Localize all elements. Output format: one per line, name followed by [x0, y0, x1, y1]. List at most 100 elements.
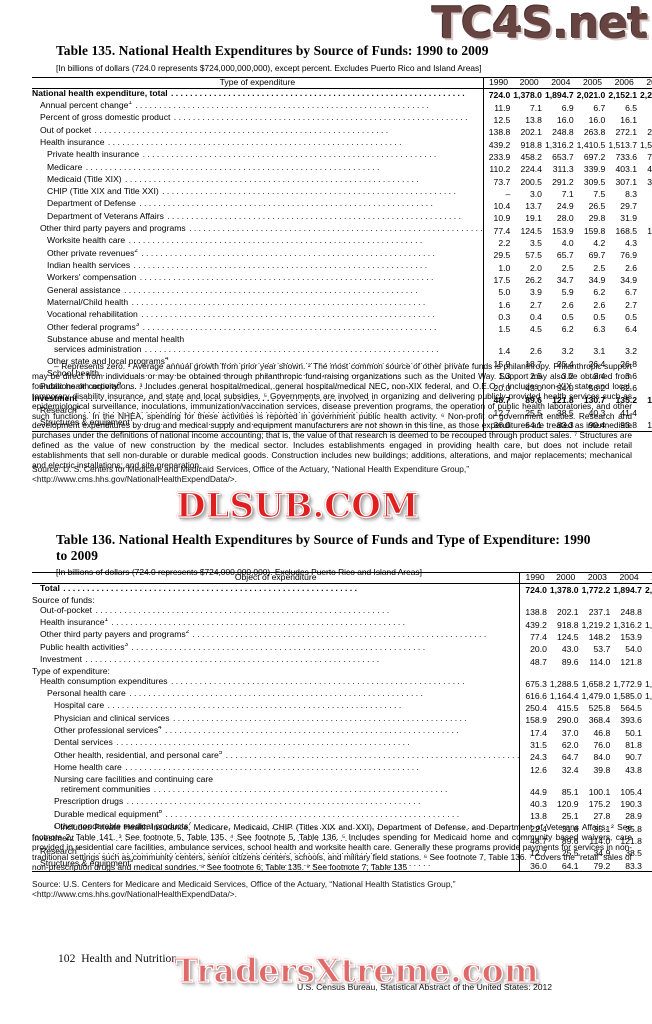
- cell-value: 918.8: [557, 619, 579, 630]
- row-label: Research8: [32, 846, 520, 859]
- table-135-stub-header: Type of expenditure: [32, 77, 484, 89]
- table-136-header-row: Object of expenditure 1990 2000 2003 200…: [32, 572, 652, 584]
- row-label: Total: [32, 583, 520, 596]
- cell-value: 606.5: [645, 701, 652, 713]
- cell-value: 26.4: [588, 358, 606, 369]
- row-label: Other third party payers and programs: [32, 224, 483, 236]
- table-row: Other professional services417.4 37.0 46.8…: [32, 726, 652, 739]
- cell-value: 248.8: [620, 607, 642, 618]
- cell-value: 54.0: [556, 383, 574, 394]
- table-row: Other third party payers and programs77.…: [32, 224, 652, 237]
- table-135-title: Table 135. National Health Expenditures …: [56, 43, 489, 58]
- cell-value: 26.2: [525, 275, 542, 285]
- page-number: 102: [58, 952, 76, 965]
- cell-value: 1,585.0: [613, 690, 642, 701]
- cell-value: 0.5: [593, 311, 606, 322]
- cell-value: 616.6: [519, 689, 550, 702]
- cell-value: 7.1: [530, 102, 542, 113]
- cell-value: 1,894.7: [613, 585, 642, 596]
- cell-value: 12.7: [519, 846, 550, 859]
- cell-value: 76.9: [620, 250, 638, 261]
- cell-value: 56.2: [645, 643, 652, 655]
- cell-value: 43.0: [525, 383, 542, 394]
- cell-value: 250.4: [519, 701, 550, 714]
- row-label: Health consumption expenditures: [32, 676, 520, 689]
- row-label: Private health insurance: [32, 150, 483, 162]
- cell-value: 1,316.2: [613, 619, 642, 630]
- cell-value: 25.5: [561, 848, 579, 859]
- cell-value: 54.0: [625, 644, 642, 655]
- row-label: Workers' compensation: [32, 273, 483, 285]
- cell-value: 27.4: [640, 357, 652, 369]
- cell-value: 525.8: [588, 703, 611, 714]
- cell-value: 224.4: [520, 164, 542, 175]
- row-label: Hospital care: [32, 701, 520, 713]
- cell-value: 2.6: [530, 346, 542, 357]
- table-135-body: National health expenditure, total724.01…: [32, 88, 652, 432]
- cell-value: 653.7: [552, 151, 574, 162]
- row-label: Other private revenues2: [32, 248, 483, 261]
- cell-value: 1,410.5: [576, 139, 606, 150]
- table-row: Percent of gross domestic product12.5 13.…: [32, 113, 652, 126]
- cell-value: 32.4: [561, 764, 579, 775]
- row-label: Indian health services: [32, 261, 483, 273]
- cell-value: 1,479.0: [581, 690, 611, 701]
- cell-value: 44.9: [519, 785, 550, 798]
- table-row: Medicaid (Title XIX)73.7 200.5 291.2 309.5 3…: [32, 174, 652, 188]
- cell-value: 1,894.7: [544, 90, 574, 101]
- table-row: Dental services31.562.076.081.886.891.49…: [32, 738, 652, 751]
- cell-value: 168.5: [615, 225, 638, 236]
- cell-value: 6.2: [593, 287, 606, 298]
- table-136-title: Table 136. National Health Expenditures …: [56, 532, 591, 563]
- table-row: Structures & equipment736.064.183.390.49…: [32, 418, 652, 432]
- cell-value: 121.8: [552, 395, 574, 406]
- row-label: Worksite health care: [32, 236, 483, 248]
- cell-value: 1,692.6: [644, 690, 652, 701]
- cell-value: 112.1: [645, 785, 652, 797]
- cell-value: 20.0: [482, 381, 514, 394]
- cell-value: 36.0: [519, 858, 550, 873]
- table-135-col-2004: 2004: [544, 77, 577, 89]
- table-row: School health1.32.53.23.43.63.94.24.5: [32, 369, 652, 382]
- cell-value: 439.2: [519, 617, 550, 631]
- cell-value: 41.4: [620, 407, 638, 418]
- table-row: Investment48.789.6114.0121.8130.7135.214…: [32, 654, 652, 668]
- cell-value: [613, 596, 645, 606]
- cell-value: 73.7: [482, 174, 514, 188]
- cell-value: [645, 775, 652, 785]
- cell-value: 2.6: [625, 262, 638, 273]
- cell-value: 86.8: [645, 738, 652, 750]
- cell-value: 3.9: [640, 369, 652, 381]
- cell-value: 35.4: [640, 273, 652, 285]
- cell-value: 2,021.0: [644, 585, 652, 596]
- table-row: Personal health care616.61,164.41,479.01…: [32, 689, 652, 702]
- cell-value: 29.7: [620, 201, 638, 212]
- table-136: Object of expenditure 1990 2000 2003 200…: [32, 572, 652, 873]
- cell-value: 1,597.5: [640, 139, 652, 150]
- cell-value: 22.4: [519, 821, 550, 835]
- cell-value: [519, 667, 550, 677]
- table-135-notes: – Represents zero. ¹ Average annual grow…: [32, 361, 632, 471]
- table-row: retirement communities44.9 85.1 100.1 105.4…: [32, 785, 652, 798]
- cell-value: 25.4: [556, 358, 574, 369]
- row-label: Research6: [32, 406, 483, 418]
- cell-value: 48.7: [482, 393, 514, 407]
- row-label: Health insurance: [32, 137, 483, 150]
- cell-value: 5.9: [561, 287, 574, 298]
- table-row: services administration1.42.63.23.13.23.…: [32, 344, 652, 357]
- cell-value: 6.3: [593, 324, 606, 335]
- cell-value: 272.1: [615, 127, 638, 138]
- cell-value: 110.2: [482, 162, 514, 175]
- cell-value: [582, 775, 614, 785]
- cell-value: 733.6: [615, 151, 638, 162]
- cell-value: 43.0: [561, 644, 579, 655]
- cell-value: 90.4: [644, 858, 652, 873]
- table-row: Nursing care facilities and continuing c…: [32, 775, 652, 785]
- cell-value: 1.6: [482, 297, 514, 311]
- cell-value: 30.4: [645, 810, 652, 822]
- table-135-container: Type of expenditure 1990 2000 2004 2005 …: [32, 77, 652, 432]
- cell-value: 0.5: [561, 311, 574, 322]
- cell-value: 289.4: [647, 127, 652, 138]
- cell-value: 38.5: [625, 848, 642, 859]
